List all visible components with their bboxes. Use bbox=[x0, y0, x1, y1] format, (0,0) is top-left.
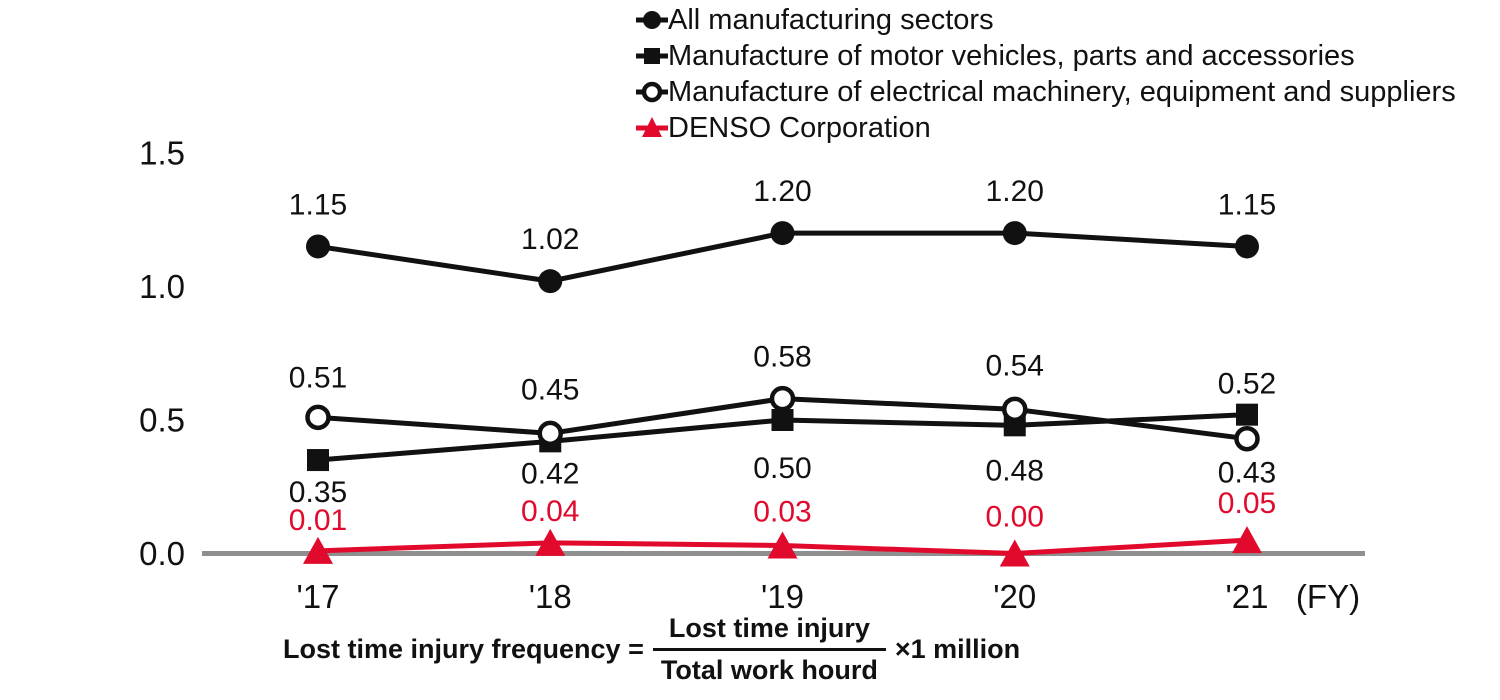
data-label: 0.54 bbox=[986, 349, 1044, 382]
legend-item-label: DENSO Corporation bbox=[668, 112, 931, 144]
legend-item-label: Manufacture of motor vehicles, parts and… bbox=[668, 40, 1355, 72]
data-label: 0.58 bbox=[753, 341, 811, 374]
marker-open-circle bbox=[537, 420, 563, 447]
formula-denominator: Total work hourd bbox=[660, 655, 878, 685]
data-label: 0.45 bbox=[521, 373, 579, 406]
marker-triangle bbox=[1232, 526, 1262, 554]
data-label: 1.15 bbox=[289, 188, 347, 221]
formula-lhs: Lost time injury frequency = bbox=[283, 634, 644, 664]
data-label: 0.42 bbox=[521, 457, 579, 490]
data-label: 1.20 bbox=[753, 175, 811, 208]
legend-marker-triangle-icon bbox=[636, 117, 668, 137]
legend-item: All manufacturing sectors bbox=[636, 2, 1456, 38]
marker-circle bbox=[306, 234, 330, 259]
marker-open-circle bbox=[769, 385, 796, 412]
data-label: 0.04 bbox=[521, 495, 579, 528]
marker-circle bbox=[770, 221, 795, 246]
marker-open-circle bbox=[1002, 396, 1028, 423]
y-axis-tick-label: 0.0 bbox=[139, 535, 185, 572]
data-label: 0.48 bbox=[986, 454, 1044, 487]
x-axis-tick-label: '19 bbox=[761, 578, 804, 615]
legend-item-label: All manufacturing sectors bbox=[668, 4, 994, 36]
data-label: 0.03 bbox=[753, 495, 811, 528]
x-axis-tick-label: '18 bbox=[529, 578, 572, 615]
marker-open-circle bbox=[305, 404, 331, 431]
data-label: 1.20 bbox=[986, 175, 1044, 208]
x-axis-tick-label: '21 bbox=[1225, 578, 1268, 615]
data-label: 0.43 bbox=[1218, 457, 1276, 490]
data-label: 1.02 bbox=[521, 223, 579, 256]
marker-square bbox=[771, 409, 794, 431]
marker-square bbox=[307, 449, 329, 472]
marker-triangle bbox=[303, 536, 333, 564]
formula-numerator: Lost time injury bbox=[652, 613, 886, 651]
legend-marker-square-icon bbox=[636, 48, 668, 64]
data-label: 0.52 bbox=[1218, 368, 1276, 401]
x-axis-tick-label: '20 bbox=[993, 578, 1036, 615]
legend-marker-circle-icon bbox=[636, 11, 668, 29]
marker-circle bbox=[538, 269, 563, 294]
formula-rhs: ×1 million bbox=[894, 634, 1021, 664]
x-axis-unit-label: (FY) bbox=[1296, 578, 1360, 615]
data-label: 0.50 bbox=[753, 452, 811, 485]
marker-circle bbox=[1235, 234, 1259, 259]
marker-triangle bbox=[999, 539, 1030, 567]
legend-open-circle bbox=[641, 81, 663, 103]
legend-marker-open-circle-icon bbox=[636, 81, 668, 103]
marker-open-circle bbox=[1234, 425, 1260, 452]
marker-square bbox=[1236, 403, 1258, 426]
chart-legend: All manufacturing sectors Manufacture of … bbox=[636, 2, 1456, 146]
marker-circle bbox=[1002, 221, 1027, 246]
x-axis-tick-label: '17 bbox=[296, 578, 339, 615]
legend-square bbox=[644, 48, 660, 64]
legend-item: Manufacture of electrical machinery, equ… bbox=[636, 74, 1456, 110]
legend-item-label: Manufacture of electrical machinery, equ… bbox=[668, 76, 1456, 108]
legend-item: DENSO Corporation bbox=[636, 110, 1456, 146]
legend-circle bbox=[643, 11, 661, 29]
marker-triangle bbox=[767, 531, 798, 559]
data-label: 1.15 bbox=[1218, 188, 1276, 221]
y-axis-tick-label: 1.5 bbox=[139, 135, 185, 172]
data-label: 0.00 bbox=[986, 501, 1044, 534]
y-axis-tick-label: 0.5 bbox=[139, 402, 185, 439]
y-axis-tick-label: 1.0 bbox=[139, 268, 185, 305]
formula-fraction: Lost time injury Total work hourd bbox=[652, 613, 886, 686]
legend-triangle bbox=[642, 117, 662, 137]
formula: Lost time injury frequency = Lost time i… bbox=[283, 613, 1020, 686]
marker-triangle bbox=[535, 528, 566, 556]
data-label: 0.35 bbox=[289, 476, 347, 509]
data-label: 0.05 bbox=[1218, 487, 1276, 520]
legend-item: Manufacture of motor vehicles, parts and… bbox=[636, 38, 1456, 74]
data-label: 0.01 bbox=[289, 504, 347, 537]
data-label: 0.51 bbox=[289, 361, 347, 394]
